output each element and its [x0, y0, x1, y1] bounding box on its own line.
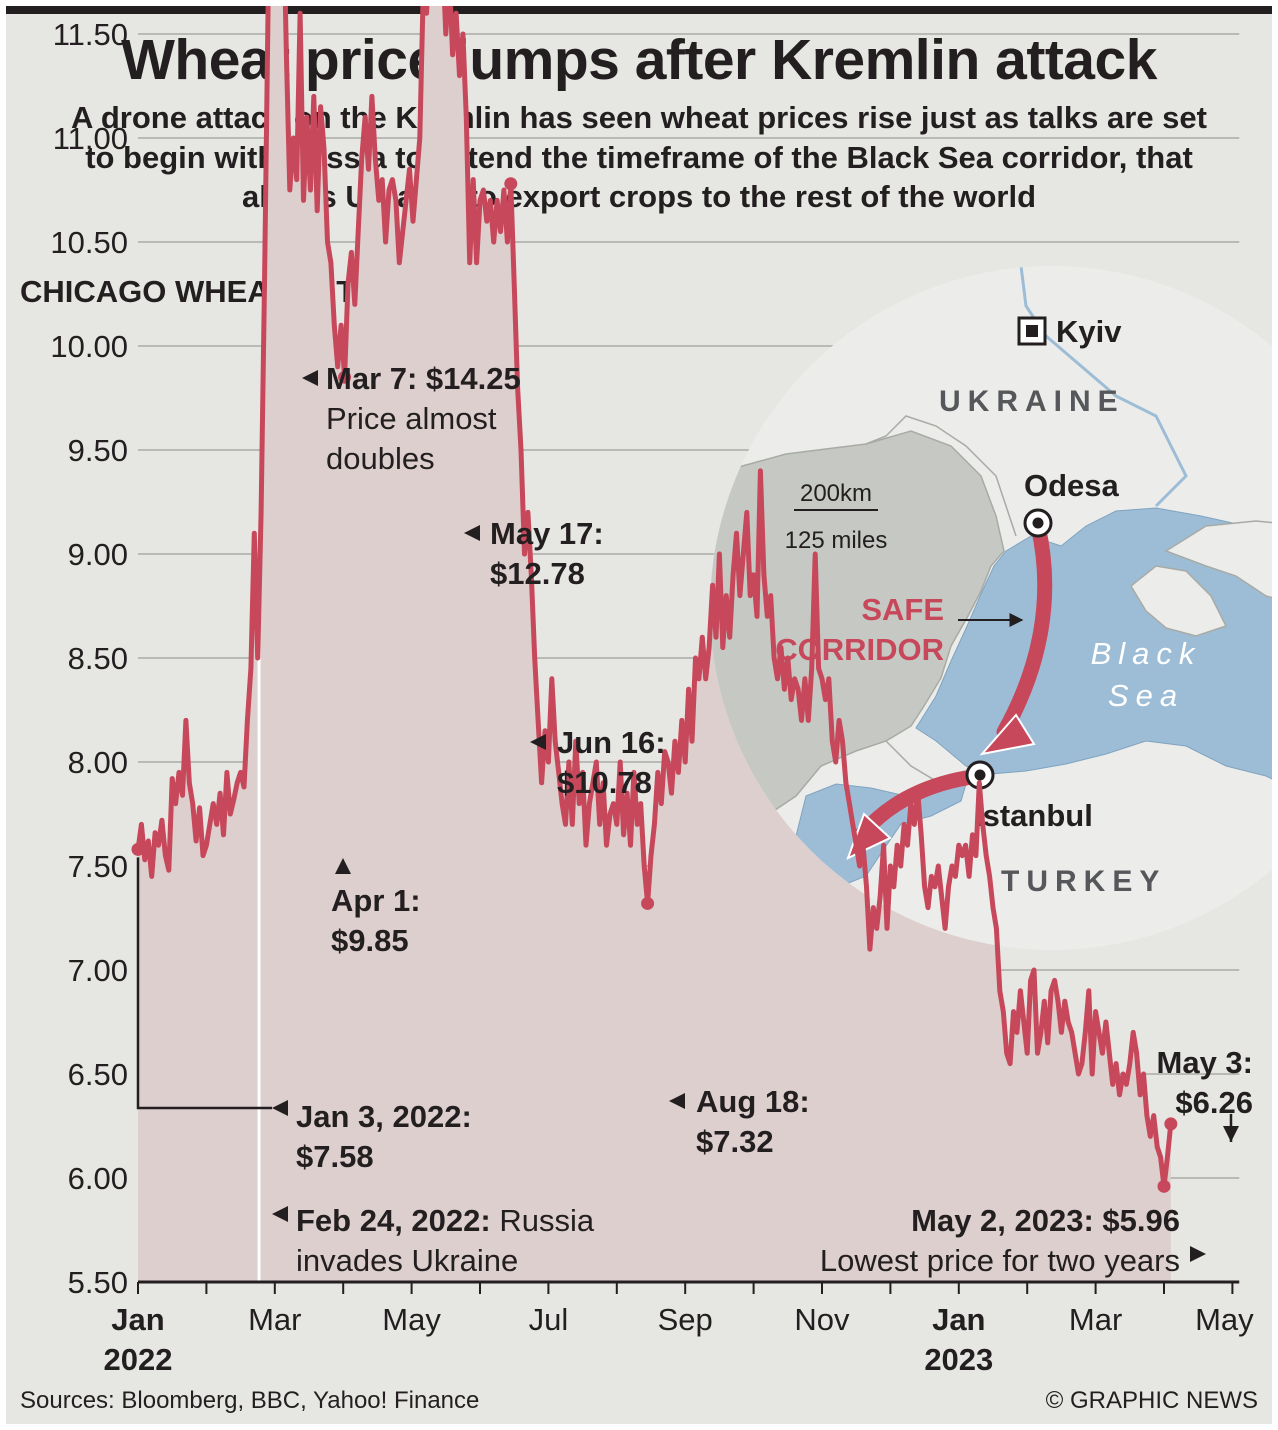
infographic-frame: Wheat price jumps after Kremlin attack A…: [6, 6, 1272, 1424]
sources: Sources: Bloomberg, BBC, Yahoo! Finance: [20, 1387, 480, 1414]
x-tick-label: May: [1195, 1302, 1254, 1337]
y-tick-label: 6.50: [68, 1057, 128, 1092]
y-axis-labels: $14.5014.0013.5013.0012.5012.0011.5011.0…: [50, 17, 128, 1300]
marker-dot-apr1: [338, 370, 352, 384]
price-area: [138, 6, 1171, 1282]
odesa-port-dot: [1032, 517, 1044, 529]
leader-jan3: [136, 857, 272, 1110]
land-azov-shore: [1164, 520, 1272, 607]
label-aug18-value: $7.32: [696, 1124, 774, 1159]
marker-dot-aug18: [641, 896, 655, 910]
label-aug18-date: Aug 18:: [696, 1084, 810, 1119]
pointer-may2: [1190, 1246, 1206, 1262]
annotations: Mar 7: $14.25 Price almost doubles May 17: $…: [136, 361, 1253, 1278]
label-apr1-value: $9.85: [331, 923, 409, 958]
pointer-jan3: [272, 1100, 288, 1116]
x-tick-label: Mar: [248, 1302, 301, 1337]
land-romania: [710, 430, 1005, 827]
note-mar7-1: Price almost: [326, 401, 497, 436]
kyiv-capital-dot: [1026, 325, 1038, 337]
x-year-label: 2022: [104, 1342, 173, 1377]
turkey-border: [885, 740, 942, 785]
label-feb24-date: Feb 24, 2022:: [296, 1203, 491, 1238]
label-may3-date: May 3:: [1157, 1045, 1253, 1080]
label-black: Black: [1091, 636, 1202, 671]
note-may2: Lowest price for two years: [820, 1243, 1180, 1278]
label-safe: SAFE: [861, 592, 944, 627]
pointer-apr1: [335, 858, 351, 874]
y-tick-label: 5.50: [68, 1265, 128, 1300]
label-corridor: CORRIDOR: [775, 632, 944, 667]
page-title: Wheat price jumps after Kremlin attack: [121, 28, 1157, 92]
corridor-arrowhead-1: [979, 713, 1036, 756]
x-tick-label: Nov: [794, 1302, 850, 1337]
label-sea: Sea: [1108, 678, 1184, 713]
x-tick-label: Sep: [658, 1302, 713, 1337]
x-tick-label: Mar: [1069, 1302, 1122, 1337]
pointer-mar7: [302, 370, 318, 386]
label-may3-value: $6.26: [1175, 1085, 1253, 1120]
marker-dot-jun16: [504, 177, 518, 191]
label-may2: May 2, 2023: $5.96: [911, 1203, 1180, 1238]
y-tick-label: 8.50: [68, 641, 128, 676]
ukraine-border: [865, 415, 1017, 537]
label-feb24-note2: invades Ukraine: [296, 1243, 518, 1278]
istanbul-port-dot: [974, 769, 986, 781]
marker-dot-may3: [1164, 1117, 1178, 1131]
label-feb24-note: Russia: [491, 1203, 595, 1238]
y-tick-label: 7.50: [68, 849, 128, 884]
label-may17-value: $12.78: [490, 556, 585, 591]
label-istanbul: Istanbul: [974, 798, 1093, 833]
marker-dot-may2: [1157, 1179, 1171, 1193]
label-jan3-date: Jan 3, 2022:: [296, 1099, 472, 1134]
wheat-price-chart: 200km 125 miles Kyiv UKRAINE Odesa Black…: [50, 6, 1272, 1377]
y-tick-label: 10.50: [50, 225, 128, 260]
label-mar7: Mar 7: $14.25: [326, 361, 521, 396]
marker-dot-jan3: [131, 842, 145, 856]
x-axis: Jan 2022 Mar May Jul Sep Nov Jan 2023 Mar May: [104, 1280, 1254, 1377]
label-jan3-value: $7.58: [296, 1139, 374, 1174]
x-tick-label: Jul: [529, 1302, 569, 1337]
y-tick-label: 9.50: [68, 433, 128, 468]
annotation-markers: [131, 177, 1178, 1193]
land-crimea: [1130, 565, 1228, 637]
corridor-arrow-odesa: [996, 518, 1053, 740]
label-apr1-date: Apr 1:: [331, 883, 421, 918]
label-feb24: Feb 24, 2022: Russia: [296, 1203, 595, 1238]
pointer-may17: [464, 525, 480, 541]
label-odesa: Odesa: [1024, 468, 1120, 503]
label-jun16-value: $10.78: [557, 765, 652, 800]
label-ukraine: UKRAINE: [939, 385, 1125, 418]
scale-km: 200km: [800, 480, 872, 507]
scale-miles: 125 miles: [785, 527, 888, 554]
credit: © GRAPHIC NEWS: [1045, 1387, 1258, 1414]
price-line: [135, 6, 1174, 1189]
label-may17-date: May 17:: [490, 516, 604, 551]
y-tick-label: 10.00: [50, 329, 128, 364]
x-year-label: 2023: [924, 1342, 993, 1377]
note-mar7-2: doubles: [326, 441, 435, 476]
x-tick-label: Jan: [111, 1302, 164, 1337]
black-sea-map: 200km 125 miles Kyiv UKRAINE Odesa Black…: [710, 266, 1272, 950]
y-tick-label: 11.00: [53, 121, 128, 156]
label-turkey: TURKEY: [1001, 865, 1166, 898]
label-jun16-date: Jun 16:: [557, 725, 666, 760]
pointer-jun16: [530, 734, 546, 750]
y-tick-label: 8.00: [68, 745, 128, 780]
x-tick-label: Jan: [932, 1302, 985, 1337]
x-tick-label: May: [382, 1302, 441, 1337]
pointer-aug18: [669, 1093, 685, 1109]
river-dnieper: [1019, 266, 1188, 508]
y-tick-label: 11.50: [53, 17, 128, 52]
top-bar: [6, 6, 1272, 14]
pointer-feb24: [272, 1206, 288, 1222]
y-tick-label: 7.00: [68, 953, 128, 988]
label-kyiv: Kyiv: [1056, 314, 1122, 349]
y-tick-label: 6.00: [68, 1161, 128, 1196]
y-tick-label: 9.00: [68, 537, 128, 572]
scale-bar: 200km 125 miles: [785, 480, 888, 554]
